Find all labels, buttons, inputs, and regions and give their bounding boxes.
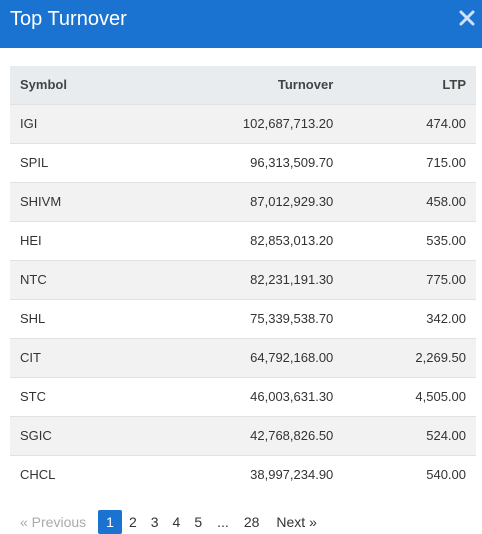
- cell-symbol: SHL: [10, 298, 136, 338]
- table-row[interactable]: HEI 82,853,013.20 535.00: [10, 220, 476, 260]
- cell-ltp: 535.00: [343, 220, 476, 260]
- cell-symbol: IGI: [10, 103, 136, 143]
- cell-turnover: 82,853,013.20: [135, 220, 344, 260]
- cell-ltp: 775.00: [343, 259, 476, 299]
- cell-turnover: 46,003,631.30: [135, 376, 344, 416]
- cell-ltp: 474.00: [343, 103, 476, 143]
- cell-symbol: SGIC: [10, 415, 136, 455]
- turnover-table: Symbol Turnover LTP IGI 102,687,713.20 474…: [10, 66, 476, 494]
- cell-turnover: 38,997,234.90: [135, 454, 344, 494]
- cell-turnover: 82,231,191.30: [135, 259, 344, 299]
- next-page-button[interactable]: Next »: [276, 514, 317, 530]
- table-row[interactable]: SPIL 96,313,509.70 715.00: [10, 142, 476, 182]
- cell-symbol: SPIL: [10, 142, 136, 182]
- previous-page-button[interactable]: « Previous: [20, 514, 87, 530]
- cell-symbol: NTC: [10, 259, 136, 299]
- cell-ltp: 2,269.50: [343, 337, 476, 377]
- modal-title: Top Turnover: [10, 8, 127, 30]
- cell-symbol: STC: [10, 376, 136, 416]
- cell-ltp: 540.00: [343, 454, 476, 494]
- pagination-ellipsis: ...: [217, 514, 229, 530]
- table-row[interactable]: NTC 82,231,191.30 775.00: [10, 259, 476, 299]
- page-button-1[interactable]: 1: [98, 510, 122, 534]
- table-row[interactable]: SHIVM 87,012,929.30 458.00: [10, 181, 476, 221]
- page-button-4[interactable]: 4: [172, 514, 181, 530]
- table-row[interactable]: SHL 75,339,538.70 342.00: [10, 298, 476, 338]
- modal-header: Top Turnover: [0, 0, 482, 48]
- column-header-ltp[interactable]: LTP: [343, 66, 476, 104]
- cell-symbol: SHIVM: [10, 181, 136, 221]
- table-row[interactable]: CHCL 38,997,234.90 540.00: [10, 454, 476, 494]
- turnover-table-container: Symbol Turnover LTP IGI 102,687,713.20 474…: [10, 66, 476, 494]
- cell-ltp: 458.00: [343, 181, 476, 221]
- cell-turnover: 96,313,509.70: [135, 142, 344, 182]
- pagination: « Previous 1 2 3 4 5 ... 28 Next »: [10, 510, 317, 534]
- table-header-row: Symbol Turnover LTP: [10, 66, 476, 104]
- cell-turnover: 64,792,168.00: [135, 337, 344, 377]
- table-row[interactable]: STC 46,003,631.30 4,505.00: [10, 376, 476, 416]
- cell-ltp: 342.00: [343, 298, 476, 338]
- table-row[interactable]: SGIC 42,768,826.50 524.00: [10, 415, 476, 455]
- cell-symbol: CIT: [10, 337, 136, 377]
- column-header-symbol[interactable]: Symbol: [10, 66, 136, 104]
- close-icon[interactable]: [456, 7, 478, 29]
- table-row[interactable]: CIT 64,792,168.00 2,269.50: [10, 337, 476, 377]
- cell-turnover: 87,012,929.30: [135, 181, 344, 221]
- table-row[interactable]: IGI 102,687,713.20 474.00: [10, 103, 476, 143]
- page-button-3[interactable]: 3: [150, 514, 159, 530]
- page-button-2[interactable]: 2: [128, 514, 137, 530]
- page-button-last[interactable]: 28: [243, 514, 260, 530]
- cell-ltp: 715.00: [343, 142, 476, 182]
- column-header-turnover[interactable]: Turnover: [135, 66, 344, 104]
- cell-turnover: 42,768,826.50: [135, 415, 344, 455]
- cell-turnover: 102,687,713.20: [135, 103, 344, 143]
- page-button-5[interactable]: 5: [194, 514, 203, 530]
- cell-turnover: 75,339,538.70: [135, 298, 344, 338]
- cell-ltp: 524.00: [343, 415, 476, 455]
- cell-ltp: 4,505.00: [343, 376, 476, 416]
- cell-symbol: CHCL: [10, 454, 136, 494]
- cell-symbol: HEI: [10, 220, 136, 260]
